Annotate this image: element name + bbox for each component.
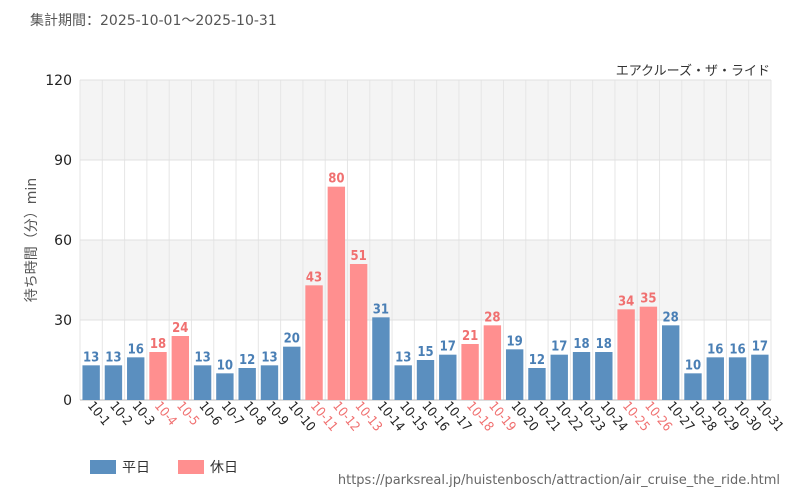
bar-10-31 <box>751 354 769 400</box>
bar-10-7 <box>216 373 234 400</box>
data-label-10-18: 21 <box>462 329 478 344</box>
data-label-10-6: 13 <box>194 350 210 365</box>
legend-holiday-swatch <box>178 460 204 474</box>
data-label-10-3: 16 <box>128 342 144 357</box>
legend-weekday-swatch <box>90 460 116 474</box>
bar-10-10 <box>283 346 301 400</box>
bar-10-8 <box>238 368 256 400</box>
bar-10-13 <box>349 264 368 400</box>
data-label-10-2: 13 <box>105 350 121 365</box>
bar-10-22 <box>550 354 568 400</box>
bar-10-3 <box>127 357 145 400</box>
bar-10-24 <box>595 352 613 400</box>
bar-10-29 <box>706 357 724 400</box>
data-label-10-11: 43 <box>306 270 322 285</box>
bar-10-5 <box>171 336 189 400</box>
x-tick-label-10-5: 10-5 <box>173 399 202 429</box>
x-tick-label-10-6: 10-6 <box>196 399 225 429</box>
bar-10-23 <box>572 352 591 400</box>
bar-10-25 <box>617 309 635 400</box>
x-tick-label-10-2: 10-2 <box>106 399 135 429</box>
legend-holiday-label: 休日 <box>210 460 238 476</box>
legend: 平日 休日 <box>90 457 266 477</box>
data-label-10-10: 20 <box>284 332 300 347</box>
data-label-10-9: 13 <box>261 350 277 365</box>
bar-10-14 <box>372 317 390 400</box>
x-tick-label-10-9: 10-9 <box>262 399 291 429</box>
data-label-10-27: 28 <box>663 310 679 325</box>
bar-10-17 <box>439 354 457 400</box>
data-label-10-22: 17 <box>551 340 567 355</box>
data-label-10-31: 17 <box>752 340 768 355</box>
data-label-10-19: 28 <box>484 310 500 325</box>
bar-10-11 <box>305 285 323 400</box>
y-tick-label: 90 <box>54 153 72 169</box>
data-label-10-17: 17 <box>440 340 456 355</box>
data-label-10-24: 18 <box>596 337 612 352</box>
y-axis-label: 待ち時間（分）min <box>24 178 40 302</box>
data-label-10-8: 12 <box>239 353 255 368</box>
data-label-10-25: 34 <box>618 294 634 309</box>
x-tick-label-10-7: 10-7 <box>218 399 247 429</box>
data-label-10-7: 10 <box>217 358 233 373</box>
data-label-10-20: 19 <box>507 334 523 349</box>
legend-weekday: 平日 <box>90 457 150 477</box>
grid-band <box>80 80 771 160</box>
data-label-10-21: 12 <box>529 353 545 368</box>
x-tick-label-10-8: 10-8 <box>240 399 269 429</box>
bar-10-2 <box>104 365 123 400</box>
chart-title: エアクルーズ・ザ・ライド <box>615 64 770 79</box>
data-label-10-13: 51 <box>350 249 366 264</box>
bar-10-26 <box>639 306 658 400</box>
legend-holiday: 休日 <box>178 457 238 477</box>
bar-10-16 <box>416 360 435 400</box>
data-label-10-5: 24 <box>172 321 188 336</box>
data-label-10-1: 13 <box>83 350 99 365</box>
bar-10-20 <box>505 349 524 400</box>
bar-10-15 <box>394 365 412 400</box>
data-label-10-28: 10 <box>685 358 701 373</box>
data-label-10-23: 18 <box>573 337 589 352</box>
bar-10-30 <box>728 357 747 400</box>
bar-10-27 <box>662 325 680 400</box>
data-label-10-4: 18 <box>150 337 166 352</box>
data-label-10-12: 80 <box>328 172 344 187</box>
grid-band <box>80 240 771 320</box>
bar-10-12 <box>327 186 346 400</box>
y-tick-label: 30 <box>54 313 72 329</box>
data-label-10-15: 13 <box>395 350 411 365</box>
period-label: 集計期間：2025-10-01～2025-10-31 <box>30 13 277 29</box>
data-label-10-26: 35 <box>640 292 656 307</box>
x-tick-label-10-4: 10-4 <box>151 399 180 429</box>
y-tick-label: 60 <box>54 233 72 249</box>
y-tick-label: 0 <box>63 393 72 409</box>
bar-10-19 <box>483 325 502 400</box>
legend-weekday-label: 平日 <box>122 460 150 476</box>
data-label-10-16: 15 <box>417 345 433 360</box>
bar-10-6 <box>193 365 212 400</box>
bar-10-9 <box>260 365 279 400</box>
x-tick-label-10-1: 10-1 <box>84 399 113 429</box>
bar-10-28 <box>684 373 702 400</box>
bar-10-21 <box>528 368 546 400</box>
bar-10-1 <box>82 365 100 400</box>
bar-10-4 <box>149 352 167 400</box>
y-tick-label: 120 <box>45 73 72 89</box>
data-label-10-30: 16 <box>729 342 745 357</box>
source-url: https://parksreal.jp/huistenbosch/attrac… <box>337 473 780 488</box>
data-label-10-14: 31 <box>373 302 389 317</box>
x-tick-label-10-3: 10-3 <box>129 399 158 429</box>
data-label-10-29: 16 <box>707 342 723 357</box>
bar-10-18 <box>461 344 479 400</box>
